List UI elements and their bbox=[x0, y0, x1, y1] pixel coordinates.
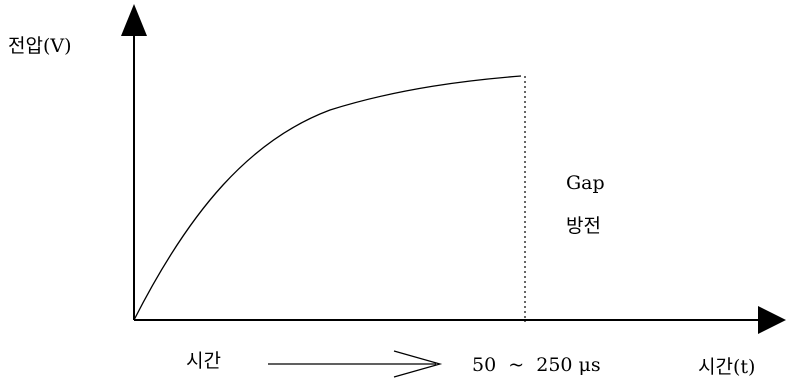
x-axis-arrowhead bbox=[758, 306, 786, 334]
event-label-gap: Gap bbox=[566, 172, 605, 194]
y-axis-arrowhead bbox=[121, 4, 147, 36]
voltage-charging-curve bbox=[133, 75, 522, 321]
duration-label: 50 ~ 250 μs bbox=[472, 354, 601, 376]
event-label-discharge: 방전 bbox=[566, 215, 601, 237]
x-axis-label: 시간(t) bbox=[698, 356, 755, 378]
duration-arrow-head bbox=[393, 350, 443, 378]
time-label: 시간 bbox=[186, 350, 221, 372]
y-axis-label: 전압(V) bbox=[8, 35, 72, 57]
